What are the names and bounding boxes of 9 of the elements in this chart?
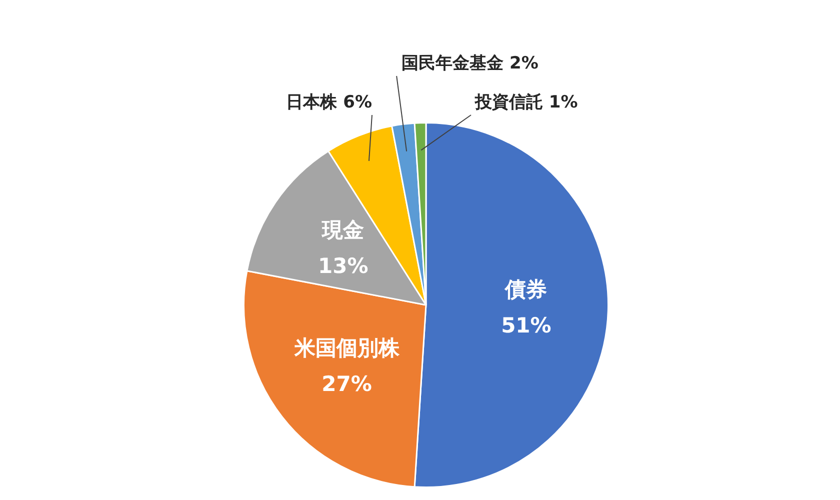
slice-label: 債券: [504, 278, 548, 302]
slice-label: 国民年金基金 2%: [402, 53, 538, 74]
data-label: 27%: [322, 372, 372, 396]
data-label: 51%: [501, 314, 552, 338]
slice-label: 日本株 6%: [286, 92, 372, 112]
slice-label: 米国個別株: [293, 336, 400, 360]
slice-label: 現金: [321, 218, 364, 242]
data-label: 13%: [318, 254, 368, 278]
slice-label: 投資信託 1%: [474, 92, 578, 112]
